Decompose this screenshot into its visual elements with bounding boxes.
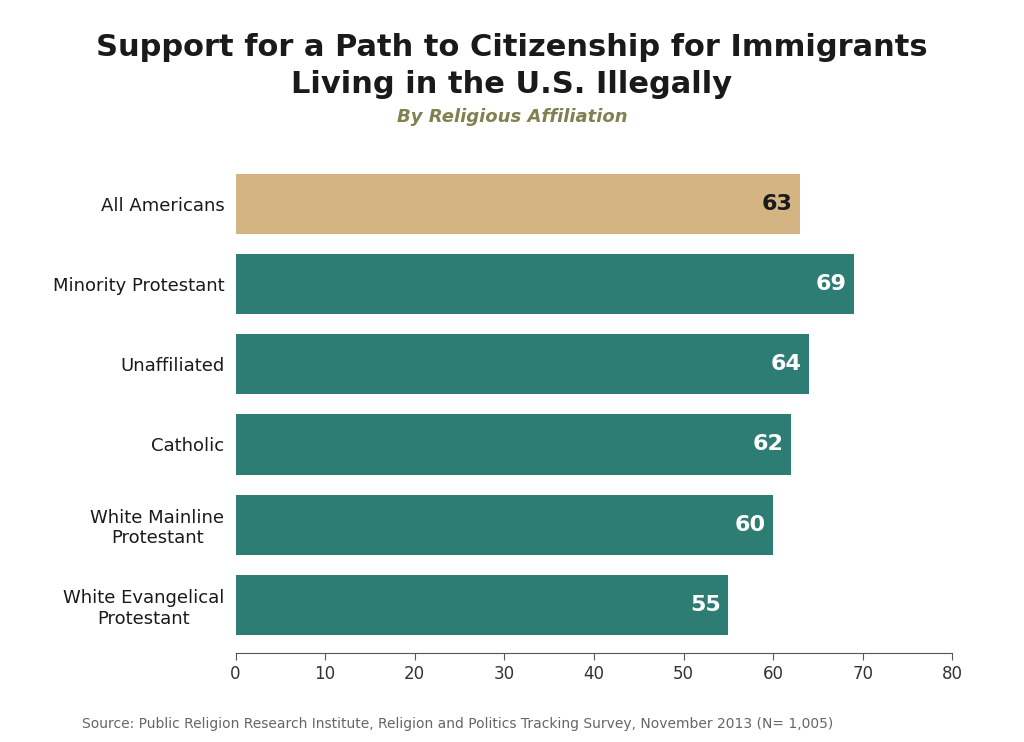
- Bar: [236, 174, 800, 234]
- Bar: [236, 495, 773, 555]
- Text: Living in the U.S. Illegally: Living in the U.S. Illegally: [292, 70, 732, 99]
- Text: 69: 69: [816, 274, 847, 294]
- Text: 55: 55: [690, 595, 721, 615]
- Text: 63: 63: [762, 194, 793, 214]
- Text: Support for a Path to Citizenship for Immigrants: Support for a Path to Citizenship for Im…: [96, 33, 928, 62]
- Text: 62: 62: [753, 435, 784, 455]
- Text: By Religious Affiliation: By Religious Affiliation: [396, 108, 628, 125]
- Text: Source: Public Religion Research Institute, Religion and Politics Tracking Surve: Source: Public Religion Research Institu…: [82, 717, 834, 731]
- Bar: [236, 334, 809, 394]
- Bar: [236, 575, 728, 635]
- Bar: [236, 254, 854, 314]
- Text: 60: 60: [735, 515, 766, 535]
- Text: 64: 64: [771, 354, 802, 374]
- Bar: [236, 415, 792, 475]
